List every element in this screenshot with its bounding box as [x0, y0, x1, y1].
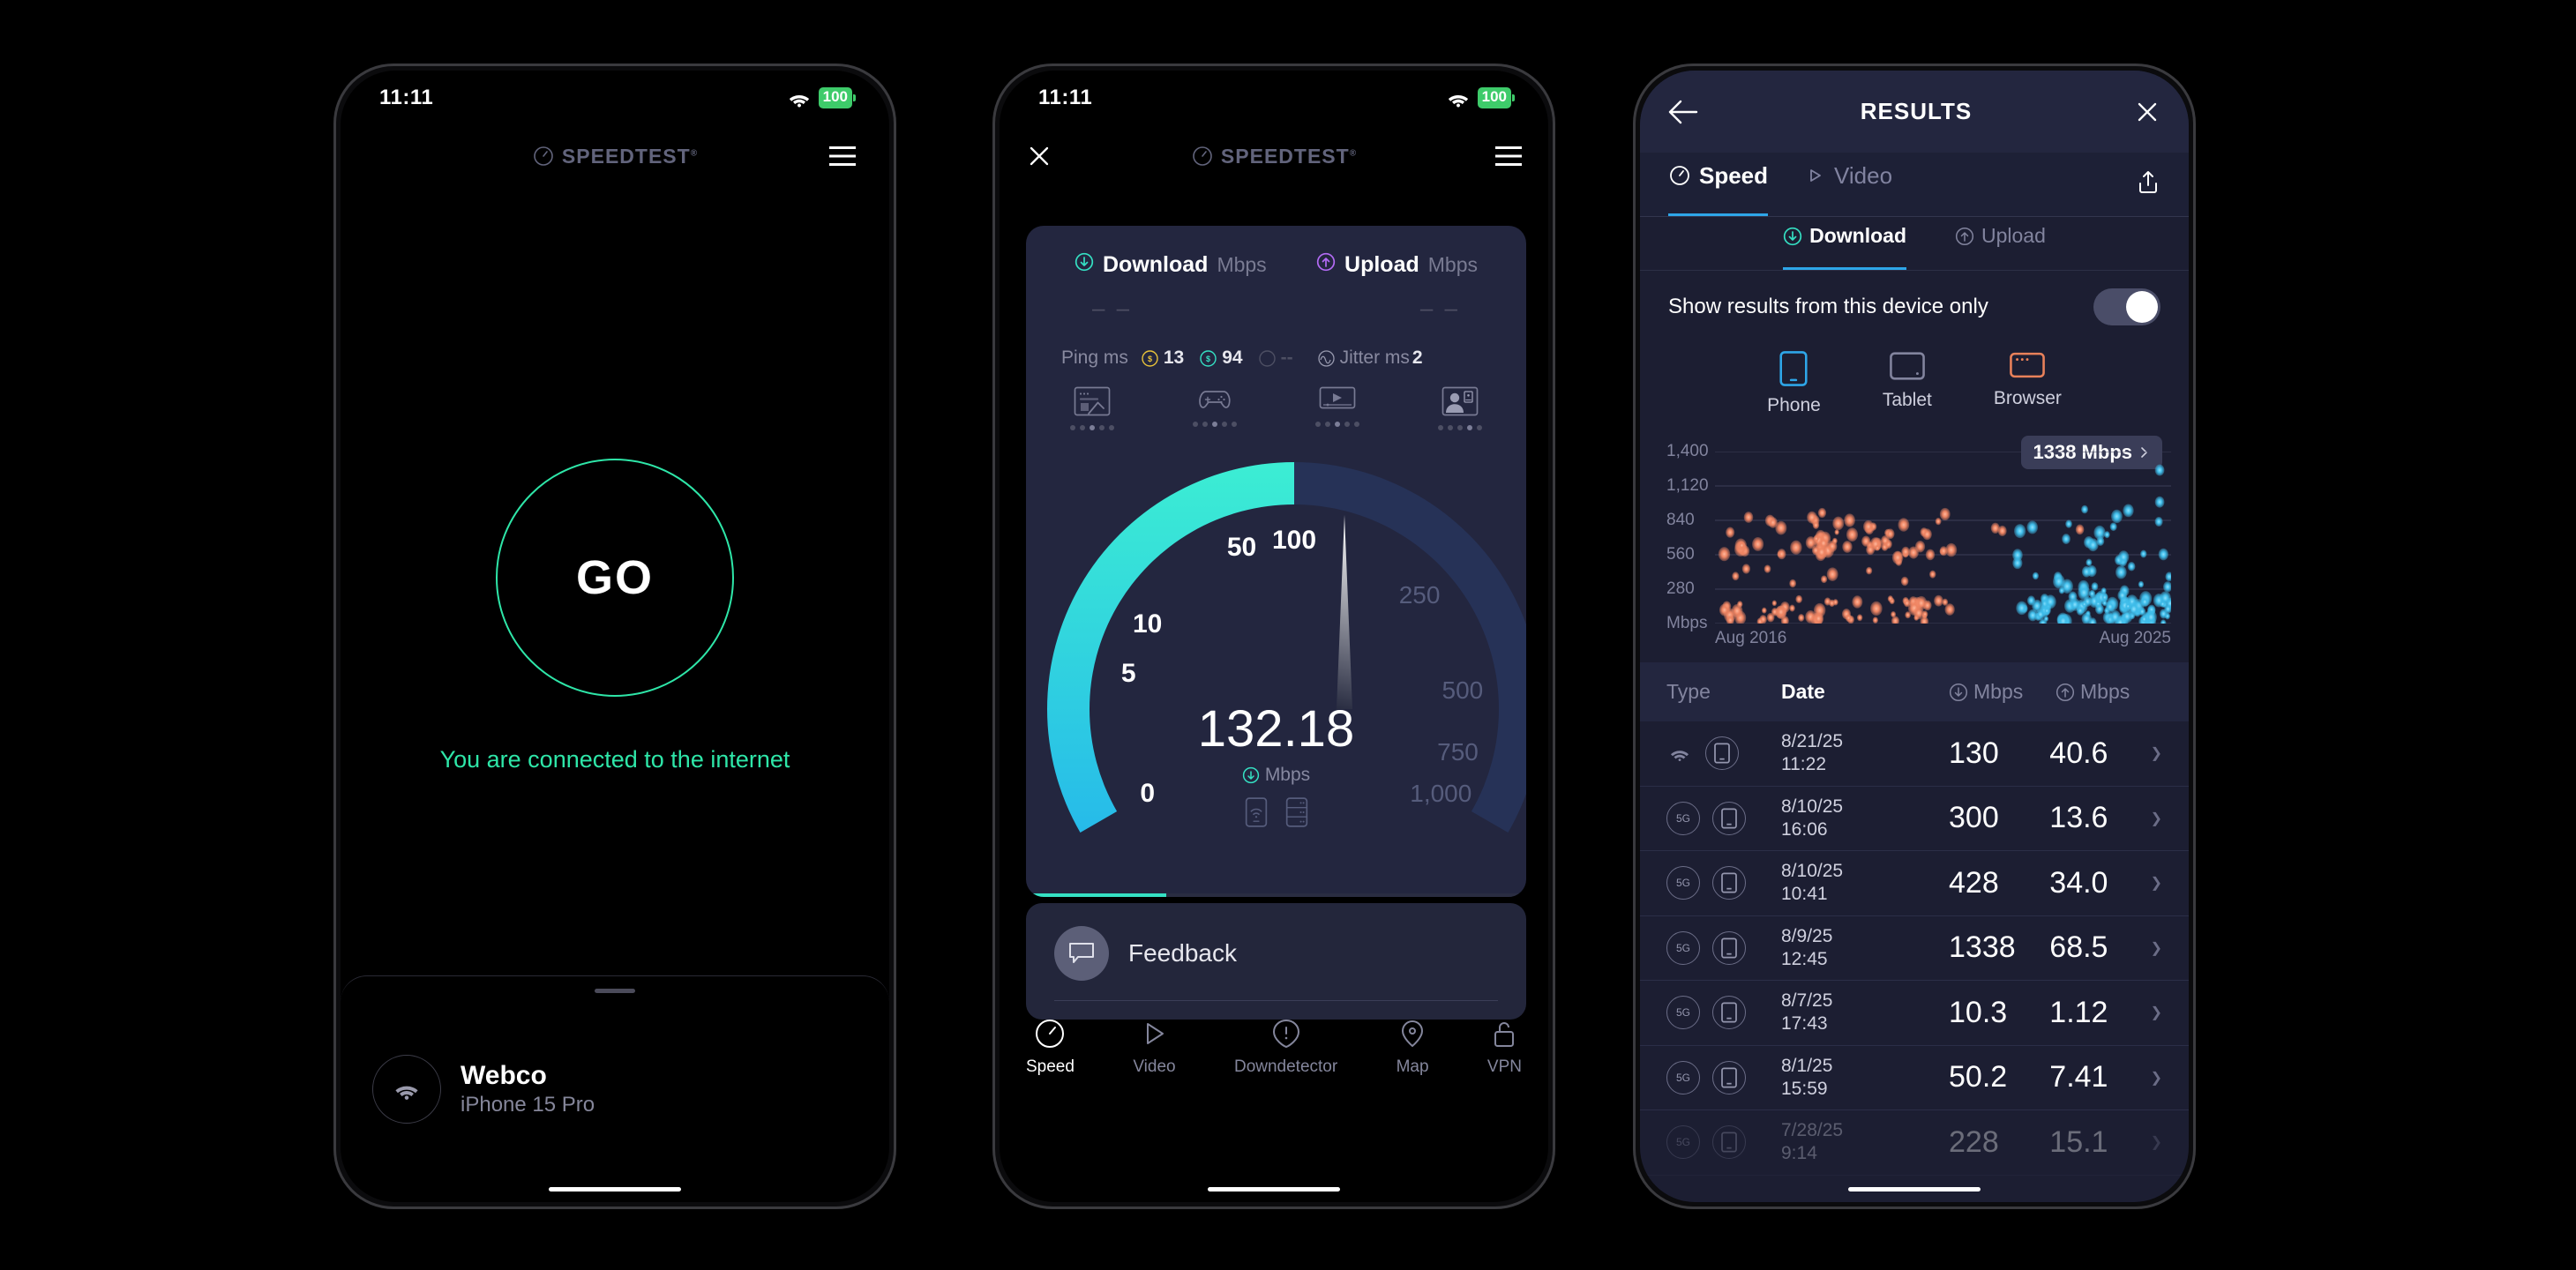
- svg-text:250: 250: [1398, 581, 1440, 609]
- svg-text:$: $: [1206, 355, 1210, 363]
- svg-text:50: 50: [1226, 533, 1255, 562]
- svg-text:5: 5: [1120, 659, 1135, 688]
- svg-text:100: 100: [1271, 526, 1315, 555]
- svg-text:10: 10: [1133, 609, 1162, 639]
- svg-text:$: $: [1148, 355, 1152, 363]
